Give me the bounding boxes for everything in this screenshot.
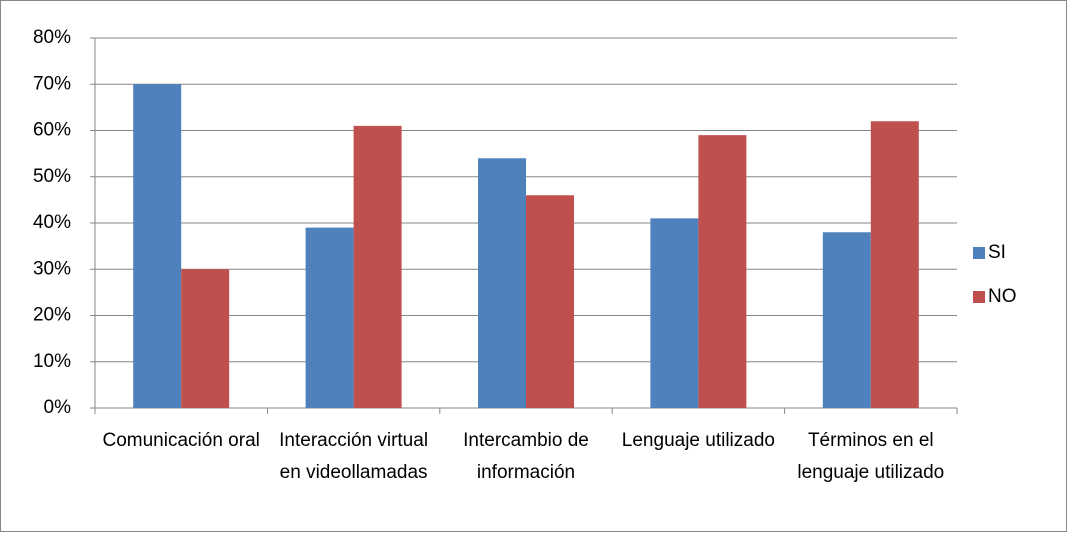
y-tick-label: 0% [44,397,72,418]
bar [650,218,699,408]
bar [698,135,747,408]
y-tick-label: 70% [33,73,71,94]
x-tick-label: Intercambio de información [463,430,589,483]
bar [305,227,354,408]
bar [822,232,871,408]
x-tick-label: Lenguaje utilizado [621,430,775,451]
bar [181,269,230,408]
bar [870,121,919,408]
legend-label: SI [988,242,1006,263]
x-tick-label: Términos en el lenguaje utilizado [797,430,945,483]
y-tick-label: 60% [33,120,71,141]
y-tick-label: 30% [33,258,71,279]
y-tick-label: 10% [33,351,71,372]
bar [133,84,182,408]
y-tick-label: 40% [33,212,71,233]
bar [353,125,402,408]
bar [478,158,526,408]
y-tick-label: 50% [33,166,71,187]
bar [526,195,574,408]
legend-label: NO [988,286,1017,307]
legend-swatch [973,247,985,259]
x-tick-label: Comunicación oral [102,430,260,451]
x-tick-label: Interacción virtual en videollamadas [279,430,429,483]
y-tick-label: 20% [33,305,71,326]
legend-swatch [973,291,985,303]
y-tick-label: 80% [33,27,71,48]
